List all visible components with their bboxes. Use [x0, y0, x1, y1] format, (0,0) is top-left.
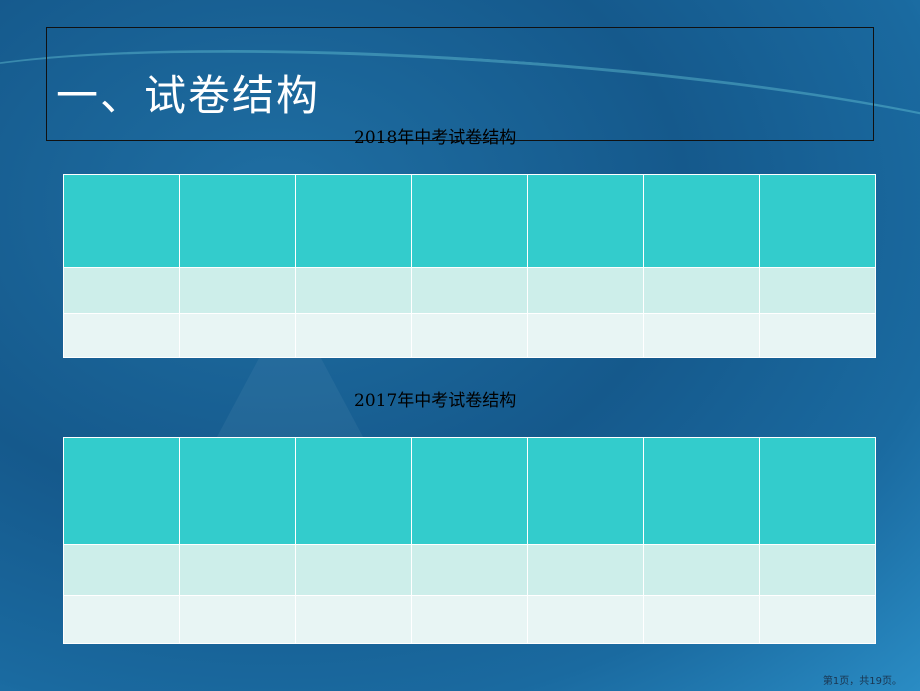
table-cell — [295, 174, 412, 268]
table-cell — [759, 544, 876, 596]
table-cell — [411, 313, 528, 358]
table-cell — [295, 595, 412, 644]
table-cell — [295, 267, 412, 314]
table-cell — [63, 544, 180, 596]
table-cell — [411, 174, 528, 268]
table-cell — [179, 595, 296, 644]
table-cell — [179, 267, 296, 314]
title-placeholder-box — [46, 27, 874, 141]
table-2018 — [63, 174, 876, 358]
page-number: 第1页，共19页。 — [822, 676, 902, 687]
table-cell — [63, 174, 180, 268]
table-cell — [759, 174, 876, 268]
table-cell — [63, 313, 180, 358]
table-cell — [643, 313, 760, 358]
table-cell — [759, 437, 876, 545]
table-row — [63, 595, 876, 644]
table-cell — [527, 437, 644, 545]
table-2018-caption: 2018年中考试卷结构 — [354, 128, 517, 148]
table-cell — [179, 437, 296, 545]
table-cell — [643, 595, 760, 644]
table-2017-caption: 2017年中考试卷结构 — [354, 391, 517, 411]
table-cell — [63, 437, 180, 545]
table-cell — [527, 544, 644, 596]
table-cell — [527, 313, 644, 358]
table-cell — [527, 595, 644, 644]
table-cell — [759, 313, 876, 358]
table-cell — [411, 267, 528, 314]
table-cell — [643, 437, 760, 545]
table-cell — [179, 313, 296, 358]
table-cell — [411, 544, 528, 596]
table-header-row — [63, 437, 876, 545]
table-row — [63, 544, 876, 596]
table-cell — [759, 595, 876, 644]
table-cell — [527, 267, 644, 314]
table-cell — [411, 595, 528, 644]
table-cell — [63, 267, 180, 314]
table-cell — [295, 544, 412, 596]
table-header-row — [63, 174, 876, 268]
table-cell — [179, 174, 296, 268]
table-cell — [643, 267, 760, 314]
table-cell — [179, 544, 296, 596]
table-cell — [643, 174, 760, 268]
table-cell — [759, 267, 876, 314]
table-cell — [63, 595, 180, 644]
slide-title: 一、试卷结构 — [56, 71, 321, 120]
table-cell — [527, 174, 644, 268]
table-cell — [411, 437, 528, 545]
table-row — [63, 313, 876, 358]
table-cell — [295, 437, 412, 545]
table-row — [63, 267, 876, 314]
table-cell — [295, 313, 412, 358]
table-2017 — [63, 437, 876, 644]
table-cell — [643, 544, 760, 596]
